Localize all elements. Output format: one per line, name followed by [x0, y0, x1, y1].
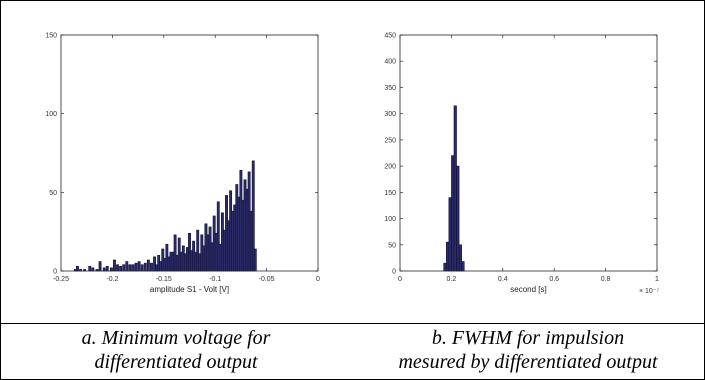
bar: [113, 259, 116, 272]
bar: [451, 155, 455, 272]
bar: [122, 264, 126, 272]
y-tick-label: 250: [384, 137, 396, 144]
x-tick-label: 0.6: [549, 276, 559, 283]
bar: [116, 264, 119, 272]
y-tick-label: 300: [384, 111, 396, 118]
chart-fwhm-histogram: 0 0.2 0.4 0.6 0.8 1 0 50 100 150 200 250 300 350 400 45…: [384, 33, 659, 296]
bar: [146, 259, 150, 272]
x-tick-label: 0.4: [498, 276, 508, 283]
x-axis-label: second [s]: [510, 285, 546, 294]
y-tick-label: 450: [384, 33, 396, 40]
x-tick-label: 0.2: [447, 276, 457, 283]
bar: [76, 265, 79, 272]
bar: [461, 261, 465, 272]
bar: [91, 267, 95, 272]
y-tick-label: 200: [384, 164, 396, 171]
bar: [128, 264, 132, 272]
bar: [125, 261, 129, 272]
bar: [137, 261, 141, 272]
bar: [448, 197, 452, 272]
bar: [253, 248, 257, 272]
bar: [134, 262, 138, 272]
bar: [88, 265, 92, 272]
bar: [119, 265, 123, 272]
bar: [105, 265, 109, 272]
plot-area: [61, 35, 318, 271]
x-tick-label: -0.1: [209, 276, 221, 283]
y-tick-label: 350: [384, 85, 396, 92]
chart-amplitude-histogram: -0.25 -0.2 -0.15 -0.1 -0.05 0 0 50 100 150 amplitu…: [45, 33, 320, 295]
x-axis-multiplier: × 10⁻⁷: [639, 288, 660, 295]
bar: [445, 241, 450, 272]
caption-a: a. Minimum voltage for differentiated ou…: [0, 326, 352, 374]
bar: [131, 264, 135, 272]
bar: [150, 262, 153, 272]
x-tick-label: 0.8: [601, 276, 611, 283]
bar: [443, 262, 447, 272]
bar: [453, 105, 457, 272]
caption-a-line-2: differentiated output: [94, 351, 258, 373]
caption-a-line-1: a. Minimum voltage for: [81, 327, 271, 349]
bar: [143, 262, 147, 272]
y-tick-label: 400: [384, 59, 396, 66]
x-axis-label: amplitude S1 - Volt [V]: [150, 285, 229, 294]
bar: [456, 165, 460, 272]
x-tick-label: 0: [398, 276, 402, 283]
bar: [102, 267, 106, 272]
y-tick-label: 150: [384, 190, 396, 197]
axes-box: [60, 34, 319, 272]
x-tick-label: 0: [316, 276, 320, 283]
x-tick-label: 1: [655, 276, 659, 283]
bar: [98, 261, 102, 272]
caption-divider: [0, 323, 705, 324]
y-tick-label: 100: [384, 216, 396, 223]
plot-area: [400, 35, 657, 271]
caption-b: b. FWHM for impulsion mesured by differe…: [352, 326, 704, 374]
axes-box: [399, 34, 658, 272]
caption-b-line-1: b. FWHM for impulsion: [431, 327, 625, 349]
bar: [140, 264, 144, 272]
x-tick-label: -0.05: [259, 276, 275, 283]
bar: [458, 244, 462, 272]
caption-b-line-2: mesured by differentiated output: [398, 351, 658, 373]
y-tick-label: 0: [392, 269, 396, 276]
y-tick-label: 150: [45, 33, 57, 40]
figure-charts: -0.25 -0.2 -0.15 -0.1 -0.05 0050100150amplitu…: [45, 33, 659, 296]
x-tick-label: -0.2: [106, 276, 118, 283]
y-tick-label: 50: [388, 242, 396, 249]
y-tick-label: 100: [45, 111, 57, 118]
y-tick-label: 50: [49, 190, 57, 197]
x-tick-label: -0.25: [53, 276, 69, 283]
x-tick-label: -0.15: [156, 276, 172, 283]
y-tick-label: 0: [53, 269, 57, 276]
